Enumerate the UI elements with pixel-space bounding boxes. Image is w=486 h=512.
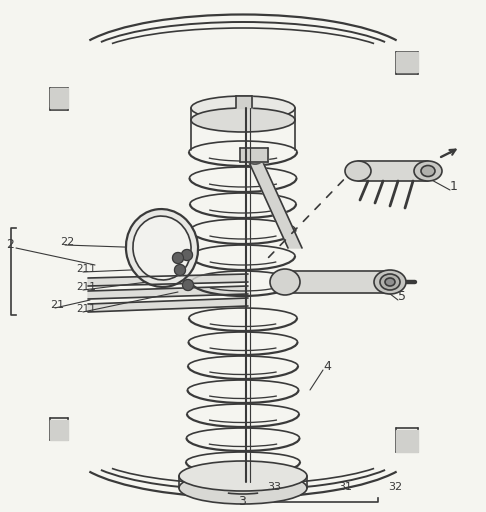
Polygon shape — [396, 430, 418, 452]
Polygon shape — [50, 88, 68, 108]
Ellipse shape — [414, 161, 442, 181]
Ellipse shape — [421, 165, 435, 177]
Text: 4: 4 — [323, 360, 331, 373]
Ellipse shape — [191, 108, 295, 132]
Polygon shape — [88, 286, 248, 299]
Polygon shape — [88, 274, 248, 286]
Circle shape — [174, 265, 186, 275]
Text: 21: 21 — [50, 300, 64, 310]
Text: 3: 3 — [238, 495, 246, 508]
Circle shape — [183, 280, 193, 290]
Text: 211: 211 — [76, 282, 96, 292]
Text: 1: 1 — [450, 180, 458, 193]
Polygon shape — [396, 52, 418, 72]
Text: 211: 211 — [76, 264, 96, 274]
Text: 22: 22 — [60, 237, 74, 247]
Text: 33: 33 — [267, 482, 281, 492]
Polygon shape — [236, 96, 252, 108]
Polygon shape — [240, 148, 268, 162]
Circle shape — [181, 249, 192, 261]
Polygon shape — [285, 272, 390, 292]
Ellipse shape — [179, 461, 307, 491]
Polygon shape — [358, 162, 428, 180]
Text: 211: 211 — [76, 304, 96, 314]
Ellipse shape — [133, 216, 191, 280]
Text: 32: 32 — [388, 482, 402, 492]
Ellipse shape — [248, 156, 262, 164]
Ellipse shape — [380, 274, 400, 290]
Polygon shape — [88, 298, 248, 312]
Ellipse shape — [345, 161, 371, 181]
Polygon shape — [248, 160, 302, 248]
Text: 5: 5 — [398, 290, 406, 303]
Ellipse shape — [126, 209, 198, 287]
Ellipse shape — [270, 269, 300, 295]
Ellipse shape — [179, 472, 307, 504]
Ellipse shape — [374, 270, 406, 294]
Circle shape — [173, 252, 184, 264]
Text: 31: 31 — [338, 482, 352, 492]
Ellipse shape — [191, 96, 295, 120]
Polygon shape — [50, 420, 68, 440]
Text: 2: 2 — [6, 238, 14, 251]
Ellipse shape — [385, 278, 395, 286]
